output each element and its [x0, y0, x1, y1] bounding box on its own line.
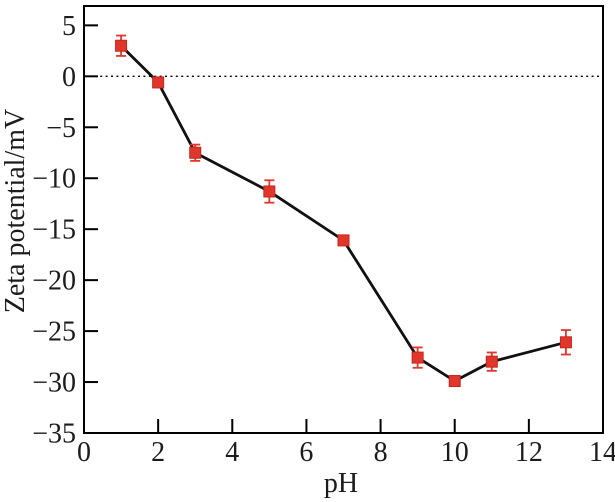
data-point-marker [189, 146, 202, 159]
data-point-marker [152, 76, 165, 89]
y-tick-label: −10 [32, 164, 76, 195]
x-tick-label: 4 [225, 437, 239, 468]
data-point-marker [559, 336, 572, 349]
y-tick-label: −5 [46, 113, 76, 144]
chart-layer: 0 2 4 6 8 10 12 14 5 0 −5 −10 −15 −20 −25 −30 −35 [32, 5, 615, 468]
x-tick-label: 6 [299, 437, 313, 468]
y-tick-label: −25 [32, 317, 76, 348]
data-point-marker [263, 185, 276, 198]
data-series-line [119, 44, 568, 383]
x-axis-title: pH [324, 468, 358, 499]
y-tick-label: 5 [62, 11, 76, 42]
y-axis-title: Zeta potential/mV [0, 109, 31, 314]
y-tick-label: −35 [32, 419, 76, 450]
data-point-marker [448, 375, 461, 388]
data-point-marker [115, 39, 128, 52]
y-tick-label: −15 [32, 215, 76, 246]
x-tick-label: 8 [374, 437, 388, 468]
x-tick-label: 0 [77, 437, 91, 468]
x-tick-label: 12 [515, 437, 543, 468]
data-point-marker [411, 351, 424, 364]
x-tick-label: 10 [441, 437, 469, 468]
y-tick-label: −30 [32, 368, 76, 399]
x-tick-label: 2 [151, 437, 165, 468]
y-tick-label: 0 [62, 62, 76, 93]
x-tick-label: 14 [589, 437, 615, 468]
plot-frame [83, 5, 604, 434]
y-tick-label: −20 [32, 266, 76, 297]
data-point-marker [485, 355, 498, 368]
data-point-marker [337, 234, 350, 247]
